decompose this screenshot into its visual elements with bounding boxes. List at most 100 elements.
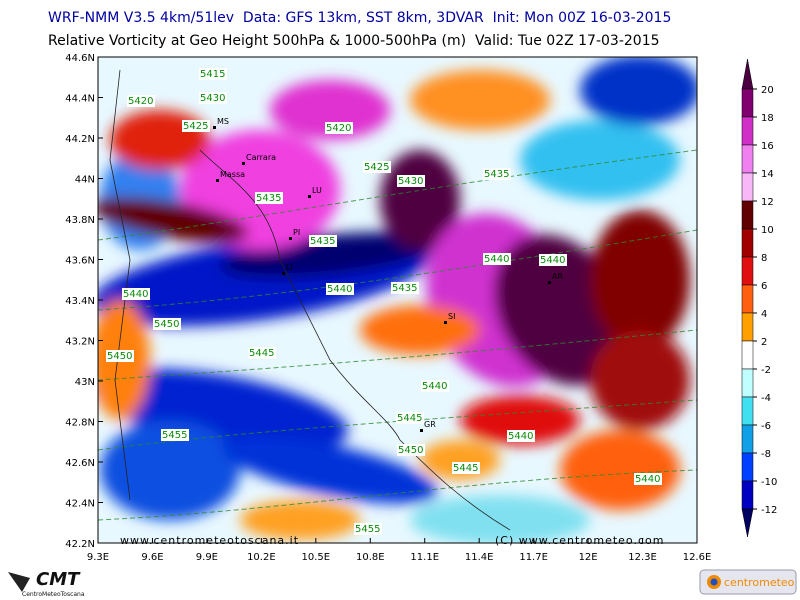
city-marker [308, 195, 311, 198]
contour-label-box [354, 523, 382, 535]
contour-label: 5430 [200, 93, 225, 104]
contour-label: 5440 [635, 474, 660, 485]
x-tick-label: 12E [579, 552, 598, 563]
colorbar-segment [741, 452, 754, 482]
colorbar-segment [741, 424, 754, 454]
contour-label-box [325, 122, 353, 134]
city-marker [548, 281, 551, 284]
x-tick-label: 12.3E [628, 552, 657, 563]
contour-label: 5445 [397, 413, 422, 424]
contour-label: 5450 [154, 319, 179, 330]
colorbar-label: 10 [761, 225, 774, 236]
contour-label-box [483, 253, 511, 265]
colorbar-segment [741, 312, 754, 342]
city-marker [242, 162, 245, 165]
contour-label-box [326, 283, 354, 295]
contour-label: 5455 [162, 430, 187, 441]
y-tick-label: 42.6N [65, 458, 95, 469]
contour-label-box [199, 68, 227, 80]
x-tick-label: 11.7E [519, 552, 548, 563]
colorbar-segment [741, 256, 754, 286]
x-tick-label: 12.6E [683, 552, 712, 563]
colorbar-segment [741, 228, 754, 258]
x-tick-label: 9.3E [87, 552, 109, 563]
contour-label: 5430 [398, 176, 423, 187]
contour-label: 5455 [355, 524, 380, 535]
x-tick-label: 10.5E [302, 552, 331, 563]
contour-label-box [161, 429, 189, 441]
colorbar-segment [741, 200, 754, 230]
contour-label-box [122, 288, 150, 300]
city-marker [444, 321, 447, 324]
city-label: Carrara [246, 153, 276, 162]
colorbar-label: 2 [761, 337, 767, 348]
colorbar-segment [741, 172, 754, 202]
y-tick-label: 43.4N [65, 296, 95, 307]
colorbar-label: 14 [761, 169, 774, 180]
contour-label: 5415 [200, 69, 225, 80]
contour-label: 5435 [310, 236, 335, 247]
colorbar-label: 8 [761, 253, 767, 264]
colorbar-label: -10 [761, 477, 777, 488]
contour-label: 5420 [326, 123, 351, 134]
colorbar-label: 12 [761, 197, 774, 208]
city-marker [289, 237, 292, 240]
contour-label: 5445 [249, 348, 274, 359]
header-line-1: WRF-NMM V3.5 4km/51lev Data: GFS 13km, S… [48, 10, 671, 26]
city-label: LU [312, 186, 322, 195]
contour-label-box [634, 473, 662, 485]
y-tick-label: 44N [75, 175, 95, 186]
colorbar-label: -6 [761, 421, 771, 432]
vorticity-field [98, 57, 697, 543]
contour-label: 5440 [422, 381, 447, 392]
colorbar-label: -2 [761, 365, 771, 376]
city-label: Massa [220, 170, 245, 179]
city-label: GR [424, 420, 436, 429]
colorbar-label: -8 [761, 449, 771, 460]
colorbar-segment [741, 144, 754, 174]
y-tick-label: 42.8N [65, 418, 95, 429]
contour-label: 5450 [107, 351, 132, 362]
logo-right-text: centrometeo [724, 576, 795, 589]
city-marker [213, 126, 216, 129]
y-tick-label: 43.6N [65, 256, 95, 267]
colorbar-label: -4 [761, 393, 771, 404]
city-label: PI [293, 228, 300, 237]
contour-label: 5440 [484, 254, 509, 265]
colorbar-label: 16 [761, 141, 774, 152]
colorbar-segment [741, 284, 754, 314]
colorbar-segment [741, 480, 754, 510]
y-tick-label: 44.2N [65, 134, 95, 145]
y-tick-label: 43.2N [65, 337, 95, 348]
colorbar-label: -12 [761, 505, 777, 516]
contour-label-box [248, 347, 276, 359]
x-tick-label: 10.8E [356, 552, 385, 563]
y-tick-label: 44.4N [65, 94, 95, 105]
city-label: LI [286, 263, 293, 272]
contour-label-box [182, 120, 210, 132]
x-tick-label: 11.1E [410, 552, 439, 563]
contour-label: 5420 [128, 96, 153, 107]
contour-label: 5440 [508, 431, 533, 442]
contour-label: 5435 [392, 283, 417, 294]
copyright: (C) www.centrometeo.com [495, 534, 664, 547]
header-line-2: Relative Vorticity at Geo Height 500hPa … [48, 33, 660, 49]
contour-label: 5435 [256, 193, 281, 204]
logo-left: CMT CentroMeteoToscana [3, 565, 85, 598]
contour-label-box [396, 412, 424, 424]
contour-label-box [199, 92, 227, 104]
y-tick-label: 43.8N [65, 215, 95, 226]
colorbar-cap [741, 58, 754, 90]
colorbar-segment [741, 368, 754, 398]
contour-label-box [539, 254, 567, 266]
city-marker [282, 272, 285, 275]
colorbar-segment [741, 396, 754, 426]
watermark: www.centrometeotoscana.it [120, 534, 299, 547]
x-tick-label: 11.4E [465, 552, 494, 563]
contour-label: 5440 [123, 289, 148, 300]
contour-label: 5445 [453, 463, 478, 474]
city-label: SI [448, 312, 455, 321]
y-tick-label: 44.6N [65, 53, 95, 64]
colorbar-label: 20 [761, 85, 774, 96]
